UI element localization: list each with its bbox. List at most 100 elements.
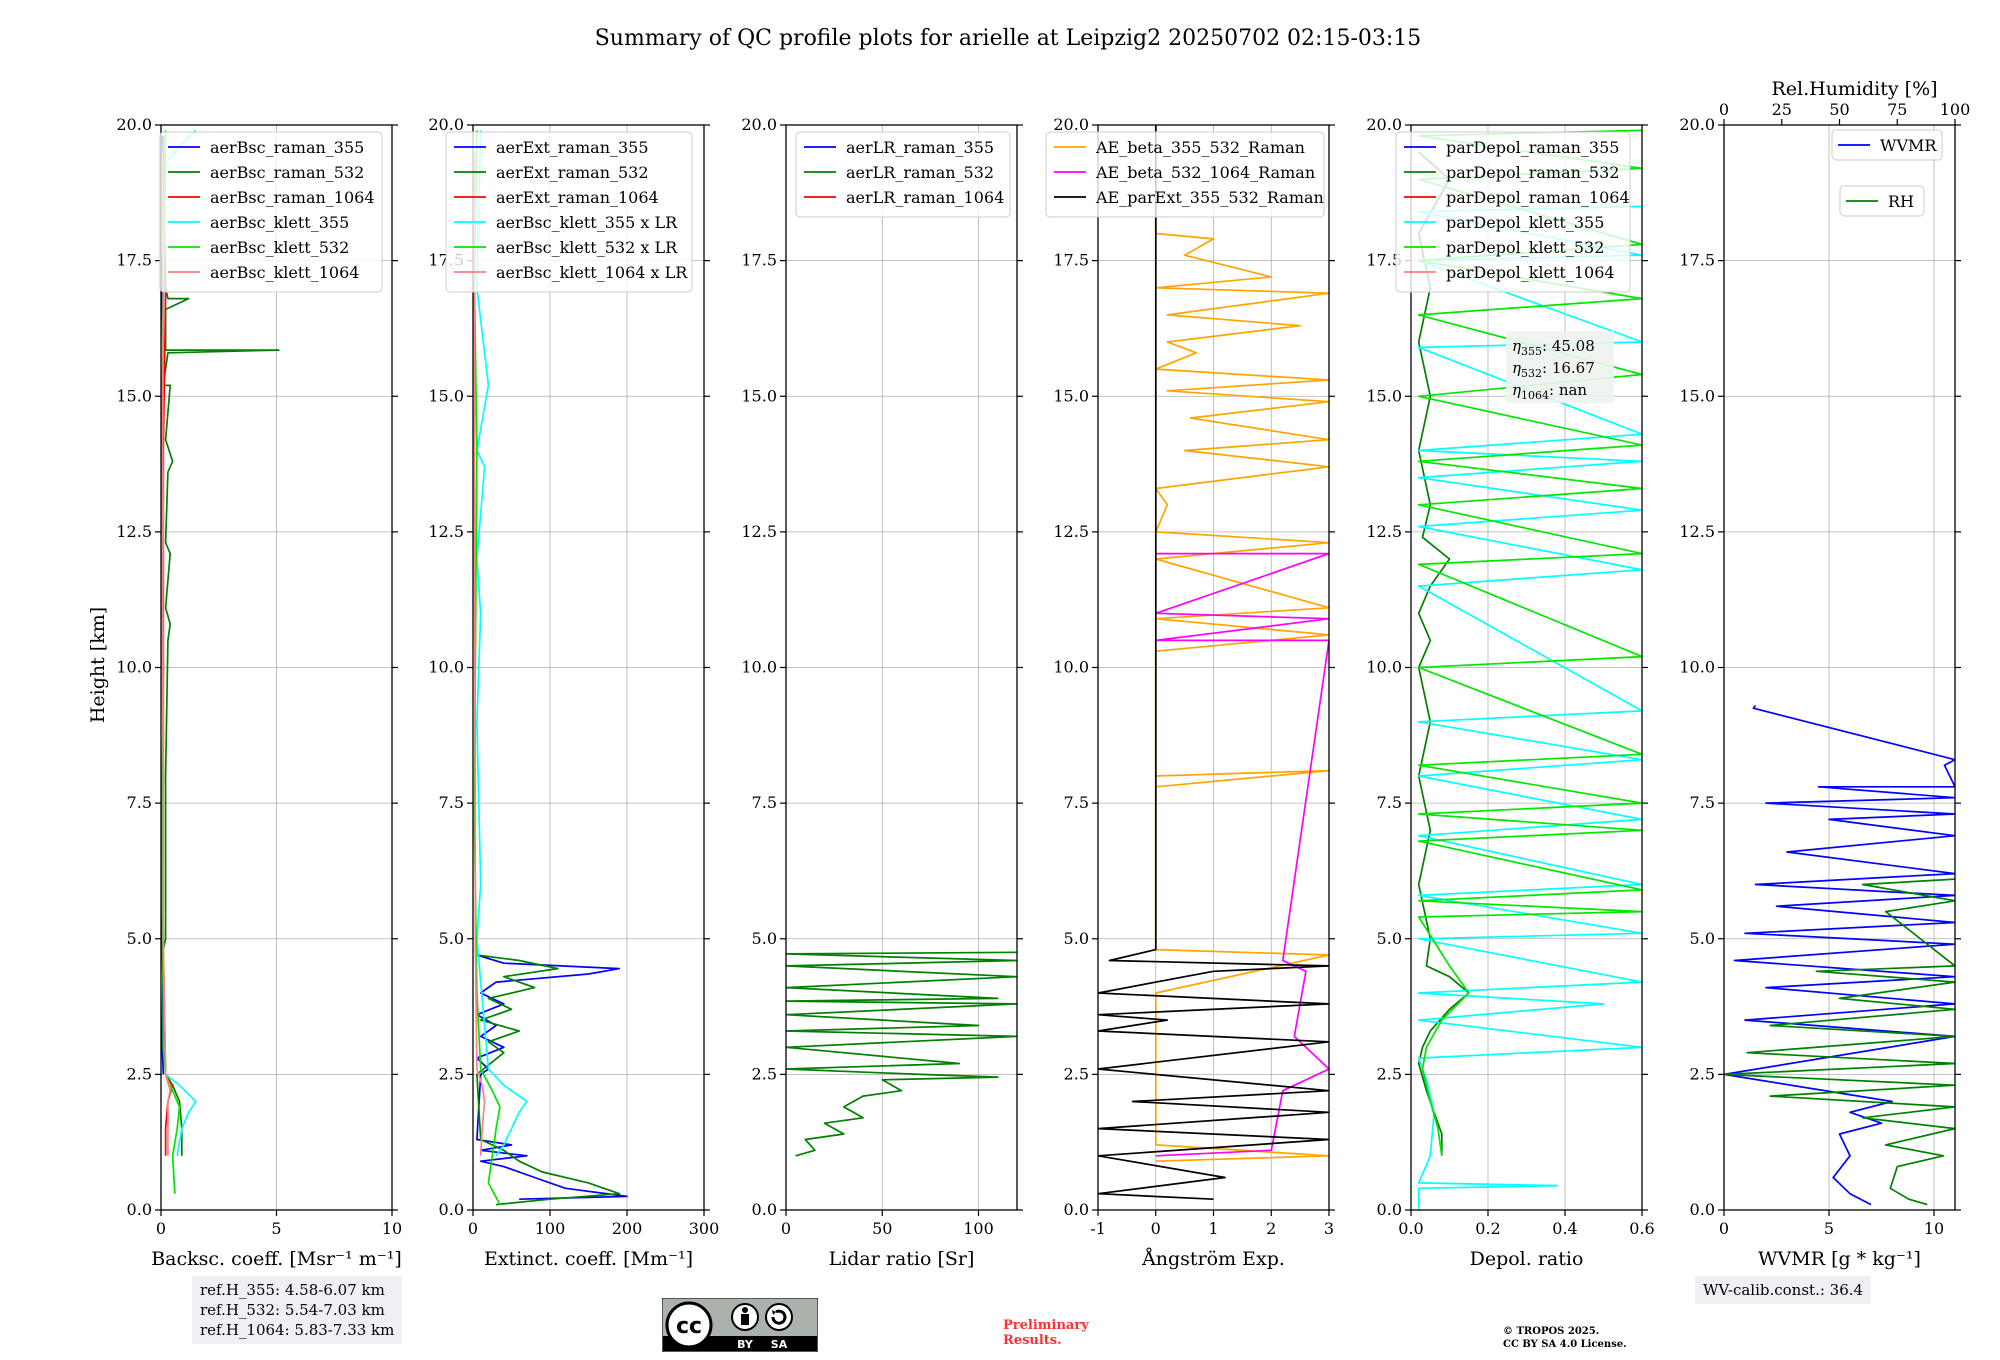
series-line-ae-beta-355-532-raman	[1154, 125, 1329, 1163]
x-axis-label: Lidar ratio [Sr]	[829, 1248, 975, 1270]
ref-height-532: ref.H_532: 5.54-7.03 km	[200, 1301, 385, 1319]
x2-tick-label: 50	[1829, 100, 1849, 119]
legend-label: parDepol_raman_1064	[1446, 188, 1630, 207]
x-tick-label: 10	[382, 1219, 402, 1238]
x-tick-label: 5	[1824, 1219, 1834, 1238]
series-line-aerbsc-klett-355-x-lr	[476, 130, 528, 1157]
y-tick-label: 17.5	[116, 251, 152, 270]
x-axis-label: Depol. ratio	[1470, 1248, 1584, 1270]
y-tick-label: 0.0	[1377, 1200, 1402, 1219]
x-tick-label: -1	[1090, 1219, 1106, 1238]
y-tick-label: 5.0	[1064, 929, 1089, 948]
y-tick-label: 0.0	[127, 1200, 152, 1219]
y-tick-label: 12.5	[428, 522, 464, 541]
x-axis-label: Ångström Exp.	[1141, 1248, 1285, 1270]
series-line-rh	[1724, 878, 1955, 1206]
panel-backscatter: 0.0 2.5 5.0 7.5 10.0 12.5 15.0 17.5 20.0 0 5 10 Back…	[116, 115, 402, 1270]
x2-tick-label: 0	[1719, 100, 1729, 119]
y-tick-label: 15.0	[1366, 386, 1402, 405]
panel-wvmr: 0.02.55.07.510.012.515.017.520.00 5 10WVMR…	[1679, 78, 1970, 1270]
x-axis-label: Backsc. coeff. [Msr⁻¹ m⁻¹]	[151, 1248, 402, 1270]
y-tick-label: 20.0	[1053, 115, 1089, 134]
y-tick-label: 7.5	[1377, 793, 1402, 812]
y-tick-label: 10.0	[1679, 658, 1715, 677]
series-line-aerlr-raman-532	[786, 951, 1017, 1157]
x-axis-label: WVMR [g * kg⁻¹]	[1758, 1248, 1921, 1270]
series-line-aerext-raman-355	[476, 954, 628, 1201]
y-tick-label: 2.5	[439, 1064, 464, 1083]
copyright-note: © TROPOS 2025. CC BY SA 4.0 License.	[1503, 1325, 1627, 1351]
legend-box	[795, 131, 1011, 218]
y-tick-label: 2.5	[1690, 1064, 1715, 1083]
x-tick-label: 0	[468, 1219, 478, 1238]
legend-label: aerExt_raman_532	[496, 163, 649, 182]
legend-label: aerExt_raman_355	[496, 138, 649, 157]
legend-label: parDepol_klett_1064	[1446, 263, 1615, 282]
x-tick-label: 0	[1719, 1219, 1729, 1238]
legend-label: parDepol_raman_532	[1446, 163, 1619, 182]
x-tick-label: 200	[612, 1219, 643, 1238]
y-tick-label: 0.0	[1690, 1200, 1715, 1219]
x-tick-label: 0	[781, 1219, 791, 1238]
x-tick-label: 0	[1151, 1219, 1161, 1238]
y-tick-label: 12.5	[116, 522, 152, 541]
eta-line: η355: 45.08	[1512, 337, 1595, 358]
copyright-line-2: CC BY SA 4.0 License.	[1503, 1339, 1627, 1350]
y-tick-label: 15.0	[116, 386, 152, 405]
legend-box	[1045, 131, 1325, 218]
y-tick-label: 15.0	[741, 386, 777, 405]
svg-text:cc: cc	[676, 1314, 702, 1339]
y-tick-label: 17.5	[1679, 251, 1715, 270]
legend-label: AE_beta_532_1064_Raman	[1095, 163, 1315, 182]
y-tick-label: 20.0	[1366, 115, 1402, 134]
y-tick-label: 10.0	[428, 658, 464, 677]
legend-label: aerBsc_raman_355	[210, 138, 364, 157]
legend-box	[159, 131, 383, 293]
legend: parDepol_raman_355 parDepol_raman_532 parD…	[1395, 131, 1631, 293]
legend-box	[445, 131, 693, 293]
figure-title: Summary of QC profile plots for arielle …	[595, 26, 1422, 51]
legend-label: parDepol_klett_355	[1446, 213, 1604, 232]
y-tick-label: 10.0	[1053, 658, 1089, 677]
x-tick-label: 3	[1324, 1219, 1334, 1238]
legend-label: aerBsc_klett_532	[210, 238, 349, 257]
panel-depol: 0.0 2.5 5.0 7.5 10.0 12.5 15.0 17.5 20.0 0.0 0.2 0.…	[1366, 115, 1654, 1270]
x-tick-label: 50	[872, 1219, 892, 1238]
legend-box	[1831, 129, 1943, 161]
y-tick-label: 20.0	[1679, 115, 1715, 134]
legend-label: aerExt_raman_1064	[496, 188, 659, 207]
x-tick-label: 300	[689, 1219, 720, 1238]
series-group	[161, 129, 280, 1194]
legend-label: parDepol_raman_355	[1446, 138, 1619, 157]
y-tick-label: 12.5	[1366, 522, 1402, 541]
ref-height-355: ref.H_355: 4.58-6.07 km	[200, 1281, 385, 1299]
y-tick-label: 0.0	[1064, 1200, 1089, 1219]
panel-extinction: 0.02.55.07.510.012.515.017.520.001002003…	[428, 115, 719, 1270]
y-tick-label: 12.5	[1679, 522, 1715, 541]
legend: aerBsc_raman_355 aerBsc_raman_532 aerBsc_r…	[159, 131, 383, 293]
legend: aerLR_raman_355 aerLR_raman_532 aerLR_rama…	[795, 131, 1011, 218]
cc-sa-label: SA	[771, 1338, 788, 1351]
y-tick-label: 17.5	[1053, 251, 1089, 270]
series-line-pardepol-klett-355	[1417, 205, 1642, 1210]
y-axis-label: Height [km]	[87, 607, 109, 723]
eta-line: η1064: nan	[1512, 381, 1587, 402]
series-line-ae-beta-532-1064-raman	[1154, 552, 1329, 1157]
y-tick-label: 20.0	[741, 115, 777, 134]
series-line-aerbsc-klett-1064-x-lr	[473, 152, 486, 1156]
y-tick-label: 2.5	[1377, 1064, 1402, 1083]
x-tick-label: 10	[1924, 1219, 1944, 1238]
legend-label: RH	[1888, 192, 1914, 211]
y-tick-label: 5.0	[439, 929, 464, 948]
y-tick-label: 12.5	[741, 522, 777, 541]
series-line-ae-parext-355-532-raman	[1098, 125, 1329, 1201]
panel-lidar_ratio: 0.0 2.5 5.0 7.5 10.0 12.5 15.0 17.5 20.0 0 50 100 Li…	[741, 115, 1023, 1270]
y-tick-label: 12.5	[1053, 522, 1089, 541]
y-tick-label: 10.0	[116, 658, 152, 677]
series-line-aerext-raman-532	[476, 954, 621, 1206]
legend-label: WVMR	[1880, 136, 1937, 155]
legend-label: aerBsc_klett_355 x LR	[496, 213, 678, 232]
legend-label: AE_beta_355_532_Raman	[1095, 138, 1305, 157]
legend: AE_beta_355_532_Raman AE_beta_532_1064_Ra…	[1045, 131, 1325, 218]
